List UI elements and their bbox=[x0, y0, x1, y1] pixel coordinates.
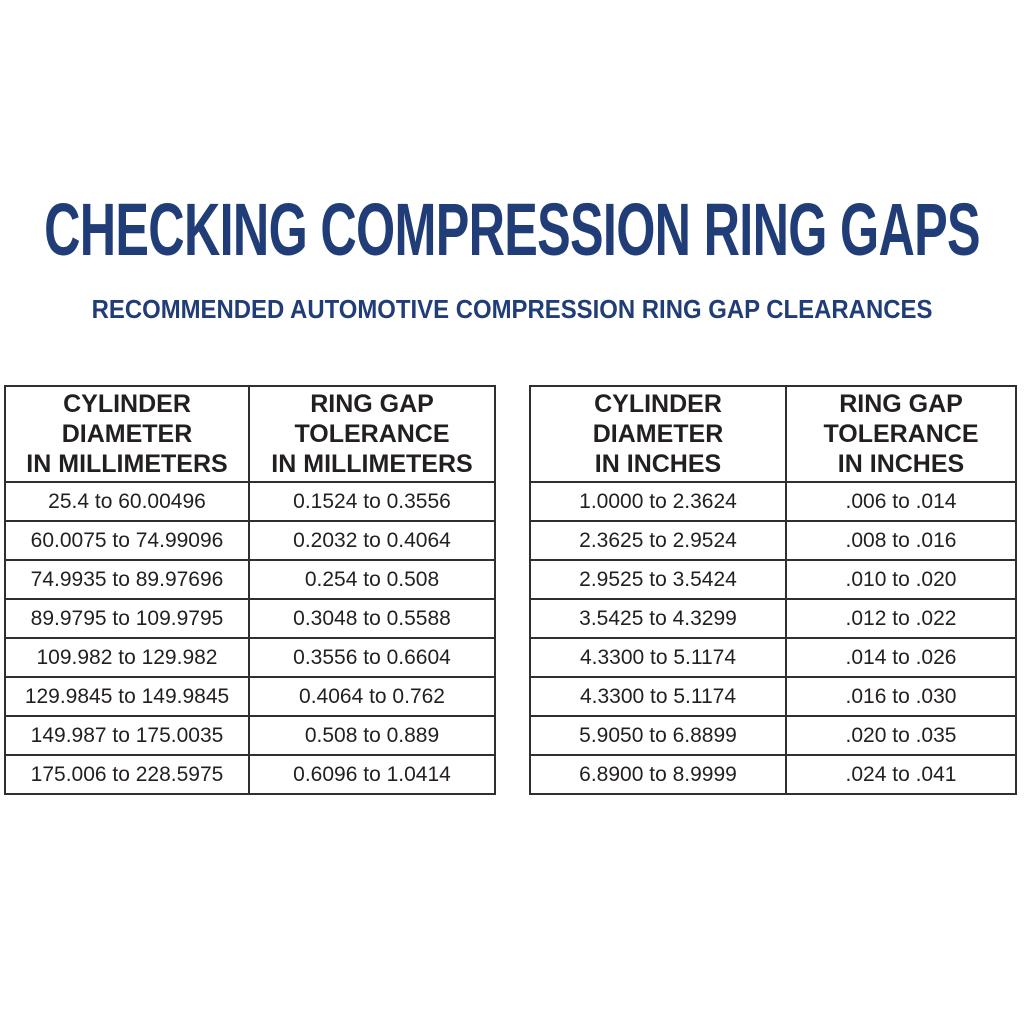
inches-tolerance-cell: .008 to .016 bbox=[785, 520, 1017, 561]
inches-diameter-cell: 3.5425 to 4.3299 bbox=[529, 598, 787, 639]
inches-tolerance-cell: .014 to .026 bbox=[785, 637, 1017, 678]
inches-diameter-cell: 2.3625 to 2.9524 bbox=[529, 520, 787, 561]
mm-diameter-cell: 129.9845 to 149.9845 bbox=[4, 676, 250, 717]
table-row: 3.5425 to 4.3299 .012 to .022 bbox=[529, 598, 1017, 639]
mm-tolerance-cell: 0.508 to 0.889 bbox=[248, 715, 496, 756]
table-row: 4.3300 to 5.1174 .014 to .026 bbox=[529, 637, 1017, 678]
table-row: 2.9525 to 3.5424 .010 to .020 bbox=[529, 559, 1017, 600]
mm-table-header-row: CYLINDER DIAMETER IN MILLIMETERS RING GA… bbox=[4, 385, 496, 483]
inches-tolerance-cell: .006 to .014 bbox=[785, 481, 1017, 522]
mm-tolerance-cell: 0.4064 to 0.762 bbox=[248, 676, 496, 717]
table-row: 4.3300 to 5.1174 .016 to .030 bbox=[529, 676, 1017, 717]
mm-tolerance-cell: 0.3048 to 0.5588 bbox=[248, 598, 496, 639]
table-row: 1.0000 to 2.3624 .006 to .014 bbox=[529, 481, 1017, 522]
inches-table: CYLINDER DIAMETER IN INCHES RING GAP TOL… bbox=[529, 385, 1017, 795]
inches-table-header-row: CYLINDER DIAMETER IN INCHES RING GAP TOL… bbox=[529, 385, 1017, 483]
table-row: 149.987 to 175.0035 0.508 to 0.889 bbox=[4, 715, 496, 756]
table-row: 2.3625 to 2.9524 .008 to .016 bbox=[529, 520, 1017, 561]
inches-diameter-cell: 5.9050 to 6.8899 bbox=[529, 715, 787, 756]
mm-diameter-cell: 60.0075 to 74.99096 bbox=[4, 520, 250, 561]
inches-diameter-cell: 2.9525 to 3.5424 bbox=[529, 559, 787, 600]
inches-diameter-cell: 4.3300 to 5.1174 bbox=[529, 676, 787, 717]
mm-tolerance-cell: 0.3556 to 0.6604 bbox=[248, 637, 496, 678]
inches-tolerance-cell: .010 to .020 bbox=[785, 559, 1017, 600]
inches-diameter-cell: 4.3300 to 5.1174 bbox=[529, 637, 787, 678]
table-row: 175.006 to 228.5975 0.6096 to 1.0414 bbox=[4, 754, 496, 795]
table-row: 25.4 to 60.00496 0.1524 to 0.3556 bbox=[4, 481, 496, 522]
mm-diameter-cell: 149.987 to 175.0035 bbox=[4, 715, 250, 756]
table-row: 129.9845 to 149.9845 0.4064 to 0.762 bbox=[4, 676, 496, 717]
table-row: 5.9050 to 6.8899 .020 to .035 bbox=[529, 715, 1017, 756]
mm-diameter-cell: 109.982 to 129.982 bbox=[4, 637, 250, 678]
page-subtitle: RECOMMENDED AUTOMOTIVE COMPRESSION RING … bbox=[91, 294, 933, 324]
inches-tolerance-cell: .016 to .030 bbox=[785, 676, 1017, 717]
table-row: 74.9935 to 89.97696 0.254 to 0.508 bbox=[4, 559, 496, 600]
mm-tolerance-cell: 0.6096 to 1.0414 bbox=[248, 754, 496, 795]
mm-tolerance-header: RING GAP TOLERANCE IN MILLIMETERS bbox=[248, 385, 496, 483]
mm-tolerance-cell: 0.1524 to 0.3556 bbox=[248, 481, 496, 522]
inches-diameter-cell: 6.8900 to 8.9999 bbox=[529, 754, 787, 795]
table-row: 89.9795 to 109.9795 0.3048 to 0.5588 bbox=[4, 598, 496, 639]
mm-tolerance-cell: 0.2032 to 0.4064 bbox=[248, 520, 496, 561]
inches-tolerance-cell: .012 to .022 bbox=[785, 598, 1017, 639]
page-title: CHECKING COMPRESSION RING GAPS bbox=[44, 188, 980, 271]
inches-tolerance-cell: .020 to .035 bbox=[785, 715, 1017, 756]
mm-diameter-cell: 175.006 to 228.5975 bbox=[4, 754, 250, 795]
table-row: 6.8900 to 8.9999 .024 to .041 bbox=[529, 754, 1017, 795]
inches-diameter-cell: 1.0000 to 2.3624 bbox=[529, 481, 787, 522]
table-row: 109.982 to 129.982 0.3556 to 0.6604 bbox=[4, 637, 496, 678]
inches-tolerance-header: RING GAP TOLERANCE IN INCHES bbox=[785, 385, 1017, 483]
mm-table: CYLINDER DIAMETER IN MILLIMETERS RING GA… bbox=[4, 385, 496, 795]
table-row: 60.0075 to 74.99096 0.2032 to 0.4064 bbox=[4, 520, 496, 561]
mm-diameter-cell: 25.4 to 60.00496 bbox=[4, 481, 250, 522]
mm-diameter-cell: 89.9795 to 109.9795 bbox=[4, 598, 250, 639]
mm-diameter-cell: 74.9935 to 89.97696 bbox=[4, 559, 250, 600]
mm-diameter-header: CYLINDER DIAMETER IN MILLIMETERS bbox=[4, 385, 250, 483]
inches-tolerance-cell: .024 to .041 bbox=[785, 754, 1017, 795]
mm-tolerance-cell: 0.254 to 0.508 bbox=[248, 559, 496, 600]
inches-diameter-header: CYLINDER DIAMETER IN INCHES bbox=[529, 385, 787, 483]
